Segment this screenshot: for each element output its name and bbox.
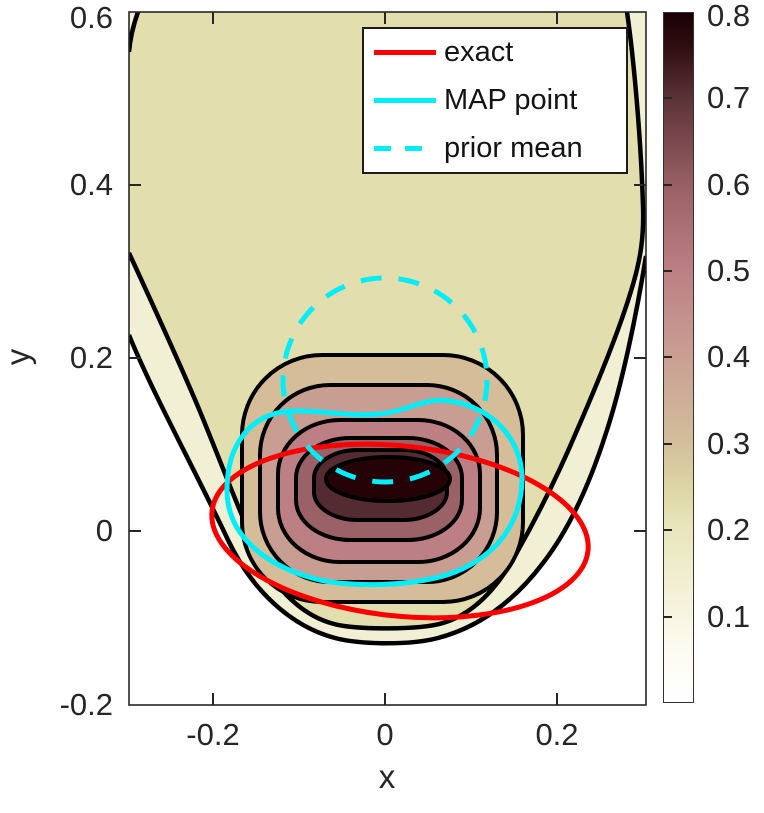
colorbar-label-0.7: 0.7 (707, 80, 751, 115)
colorbar-label-0.3: 0.3 (707, 426, 751, 461)
legend-label-prior-mean: prior mean (444, 131, 583, 164)
contour-line-khaki (129, 12, 646, 631)
y-tick-label-0: 0 (95, 513, 113, 548)
colorbar-label-0.6: 0.6 (707, 167, 751, 202)
legend-entry-exact: exact (364, 29, 626, 76)
prior-mean-contour-line (280, 275, 490, 485)
legend-entry-prior-mean: prior mean (364, 125, 626, 172)
exact-contour-line (209, 441, 591, 621)
colorbar-label-0.8: 0.8 (707, 0, 751, 33)
colorbar-tick (663, 270, 672, 272)
y-tick-label-0.2: 0.2 (69, 340, 113, 375)
exact-line-sample (374, 50, 436, 56)
x-tick-label-0: 0 (376, 717, 394, 752)
colorbar-label-0.2: 0.2 (707, 512, 751, 547)
tick-marks (129, 12, 646, 705)
prior-mean-line-sample (374, 145, 436, 151)
x-tick-label--0.2: -0.2 (186, 717, 240, 752)
colorbar-label-0.4: 0.4 (707, 339, 751, 374)
contour-band-darkest (324, 455, 452, 503)
y-axis-label: y (0, 348, 36, 366)
colorbar-tick (663, 529, 672, 531)
legend-label-exact: exact (444, 36, 514, 69)
colorbar-tick (663, 616, 672, 618)
y-tick-label--0.2: -0.2 (59, 687, 113, 722)
x-tick-label-0.2: 0.2 (535, 717, 579, 752)
colorbar-tick (663, 97, 672, 99)
colorbar-tick (663, 356, 672, 358)
y-tick-label-0.6: 0.6 (69, 0, 113, 35)
legend-label-map-point: MAP point (444, 83, 578, 116)
contour-line-cream (129, 255, 646, 646)
colorbar-tick (663, 443, 672, 445)
colorbar-tick (663, 184, 672, 186)
colorbar-label-0.5: 0.5 (707, 253, 751, 288)
x-axis-label: x (378, 758, 396, 795)
y-tick-label-0.4: 0.4 (69, 167, 113, 202)
map-point-line-sample (374, 97, 436, 103)
legend: exact MAP point prior mean (362, 27, 628, 174)
legend-entry-map-point: MAP point (364, 77, 626, 124)
colorbar-label-0.1: 0.1 (707, 599, 751, 634)
map-point-contour-line (224, 397, 525, 588)
